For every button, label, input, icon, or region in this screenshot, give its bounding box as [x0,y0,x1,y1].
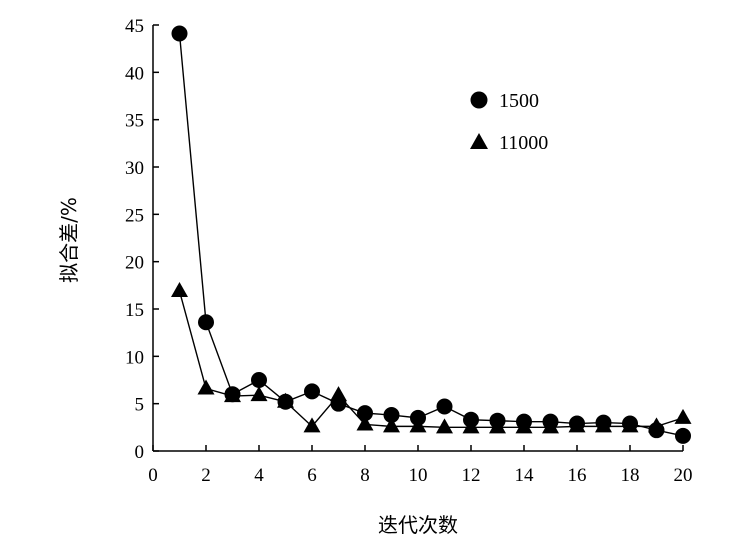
data-point-triangle [595,417,612,433]
data-point-circle [251,372,267,388]
data-point-triangle [568,417,586,433]
x-tick-label: 8 [360,465,370,486]
x-tick-label: 2 [201,465,211,486]
y-tick-label: 45 [125,16,144,37]
x-tick-label: 10 [409,465,428,486]
y-tick-label: 35 [125,111,144,132]
legend-item-11000: 11000 [470,132,548,154]
data-point-triangle [330,386,347,402]
x-tick-label: 6 [307,465,317,486]
data-point-triangle [356,415,374,431]
x-axis-title: 迭代次数 [378,513,458,537]
data-point-triangle [277,392,294,408]
data-point-circle [436,398,453,415]
data-point-circle [304,383,320,400]
legend: 1500 11000 [470,90,548,154]
series-1500 [171,25,691,444]
x-tick-label: 16 [568,465,587,486]
data-point-circle [675,427,691,444]
y-tick-label: 25 [125,205,144,226]
x-ticks: 0 2 4 6 8 10 12 14 16 18 20 [148,445,693,486]
data-point-triangle [462,418,480,434]
x-tick-label: 12 [462,465,481,486]
y-tick-label: 15 [125,300,144,321]
data-point-triangle [542,418,559,434]
data-point-triangle [489,418,506,434]
data-point-triangle [648,417,665,433]
data-point-triangle [436,418,453,434]
y-tick-label: 20 [125,253,144,274]
legend-label-1500: 1500 [499,90,539,112]
legend-label-11000: 11000 [499,132,548,154]
y-ticks: 0 5 10 15 20 25 30 35 40 45 [125,16,159,463]
data-point-triangle [383,417,400,433]
data-point-circle [171,25,188,42]
data-point-triangle [171,282,188,298]
y-tick-label: 0 [135,442,145,463]
data-point-triangle [409,417,427,433]
y-tick-label: 40 [125,63,144,84]
data-point-circle [198,314,214,331]
series-layer [171,25,692,444]
x-tick-label: 20 [674,465,693,486]
data-point-circle [383,407,400,424]
legend-marker-circle [470,91,488,109]
data-point-triangle [250,386,268,402]
legend-marker-triangle [470,133,488,149]
data-point-triangle [303,417,321,433]
y-tick-label: 30 [125,158,144,179]
x-tick-label: 18 [621,465,640,486]
data-point-triangle [515,418,533,434]
x-tick-label: 0 [148,465,158,486]
x-tick-label: 4 [254,465,264,486]
plot-area: 0 2 4 6 8 10 12 14 16 18 20 0 5 10 15 20 25 30 35 40 45 [125,16,693,486]
data-point-triangle [197,379,215,395]
x-tick-label: 14 [515,465,535,486]
legend-item-1500: 1500 [470,90,539,112]
y-axis-title: 拟合差/% [57,197,81,283]
series-11000 [171,282,692,434]
y-tick-label: 10 [125,347,144,368]
data-point-triangle [674,408,692,424]
series-line [178,290,684,429]
data-point-triangle [621,417,639,433]
data-point-circle [357,405,373,422]
y-tick-label: 5 [135,395,145,416]
data-point-triangle [224,387,241,403]
